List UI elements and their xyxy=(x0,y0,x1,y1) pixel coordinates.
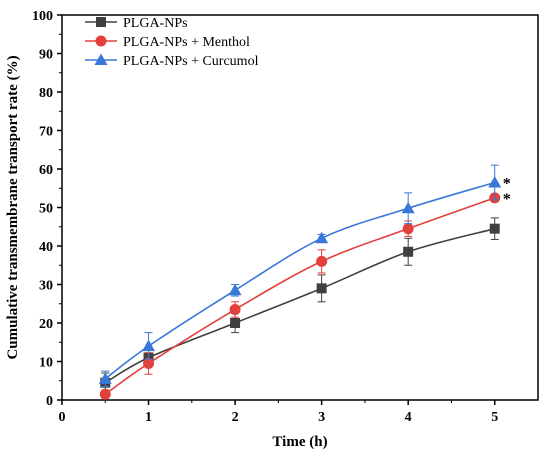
significance-marker: * xyxy=(503,191,511,208)
x-tick-label: 3 xyxy=(318,410,325,425)
y-tick-label: 90 xyxy=(39,48,53,63)
y-axis-title: Cumulative transmembrane transport rate … xyxy=(5,55,21,359)
data-point xyxy=(142,339,156,352)
y-tick-label: 20 xyxy=(39,317,53,332)
series-line xyxy=(104,227,495,384)
data-point xyxy=(316,255,328,267)
legend-item: PLGA-NPs xyxy=(85,16,188,31)
data-point xyxy=(403,246,414,257)
x-tick-label: 1 xyxy=(145,410,152,425)
data-point xyxy=(402,223,414,235)
data-point xyxy=(401,201,415,214)
y-tick-label: 30 xyxy=(39,279,53,294)
data-point xyxy=(315,231,329,244)
data-point xyxy=(228,283,242,296)
data-point xyxy=(99,388,111,400)
legend-label: PLGA-NPs + Curcumol xyxy=(123,54,259,69)
x-tick-label: 0 xyxy=(59,410,66,425)
data-point xyxy=(316,283,327,294)
x-tick-label: 5 xyxy=(491,410,498,425)
x-tick-label: 2 xyxy=(232,410,239,425)
y-tick-label: 0 xyxy=(46,394,53,409)
series-line xyxy=(104,197,495,395)
data-point xyxy=(98,372,112,384)
y-tick-label: 50 xyxy=(39,202,53,217)
series-triangle xyxy=(98,164,502,388)
series-line xyxy=(104,181,495,380)
legend: PLGA-NPs PLGA-NPs + Menthol PLGA-NPs + Cur… xyxy=(85,16,259,69)
legend-item: PLGA-NPs + Menthol xyxy=(85,35,250,50)
data-point xyxy=(488,175,502,188)
x-tick-label: 4 xyxy=(405,410,412,425)
significance-marker: * xyxy=(503,175,511,192)
series-layer xyxy=(98,164,502,400)
series-square xyxy=(100,217,500,393)
data-point xyxy=(143,357,155,369)
y-tick-label: 10 xyxy=(39,356,53,371)
legend-label: PLGA-NPs xyxy=(123,16,188,31)
legend-marker xyxy=(94,53,108,65)
data-point xyxy=(489,223,500,234)
legend-item: PLGA-NPs + Curcumol xyxy=(85,53,259,69)
y-tick-label: 60 xyxy=(39,163,53,178)
series-circle xyxy=(99,192,501,400)
data-point xyxy=(229,304,241,316)
x-axis-title: Time (h) xyxy=(272,434,327,450)
legend-label: PLGA-NPs + Menthol xyxy=(123,35,250,50)
y-tick-label: 70 xyxy=(39,125,53,140)
y-tick-label: 100 xyxy=(32,9,53,24)
y-tick-label: 80 xyxy=(39,86,53,101)
data-point xyxy=(230,318,241,328)
annotations: ** xyxy=(503,175,511,207)
y-tick-label: 40 xyxy=(39,240,53,255)
legend-marker xyxy=(96,17,106,27)
legend-marker xyxy=(95,35,107,47)
